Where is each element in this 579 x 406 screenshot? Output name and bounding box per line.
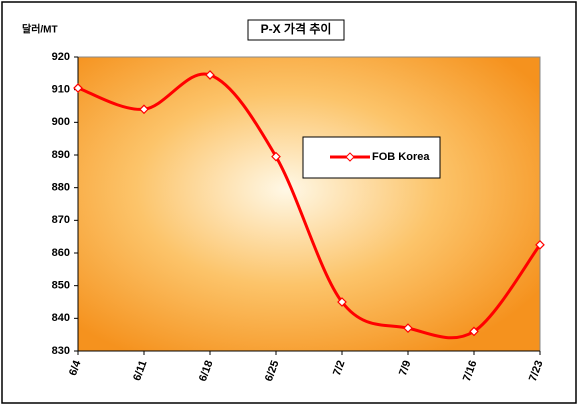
point-marker: [139, 104, 149, 115]
y-tick-label: 830: [52, 345, 70, 357]
point-marker: [73, 83, 83, 93]
point-marker: [469, 326, 479, 337]
point-marker: [205, 70, 215, 80]
legend: FOB Korea: [302, 136, 441, 179]
legend-marker: [345, 152, 355, 162]
y-tick-label: 840: [52, 312, 70, 324]
y-axis-label: 달러/MT: [22, 23, 58, 36]
chart-title: P-X 가격 추이: [261, 21, 332, 36]
legend-box: [302, 136, 441, 179]
point-marker: [271, 151, 281, 162]
y-tick-label: 870: [52, 214, 70, 226]
y-tick-label: 890: [52, 149, 70, 161]
y-tick-label: 920: [52, 51, 70, 63]
point-marker: [535, 239, 545, 250]
y-tick-label: 860: [52, 247, 70, 259]
point-marker: [337, 297, 347, 307]
title-box: [247, 19, 345, 41]
series-line: [77, 72, 542, 340]
y-tick-label: 850: [52, 280, 70, 292]
y-tick-label: 880: [52, 182, 70, 194]
y-tick-label: 900: [52, 116, 70, 128]
x-tick-label: 7/9: [397, 359, 414, 377]
x-tick-label: 6/4: [67, 358, 84, 377]
y-tick-label: 910: [52, 84, 70, 96]
x-tick-label: 7/2: [331, 359, 348, 377]
point-marker: [403, 323, 413, 333]
legend-label: FOB Korea: [372, 151, 430, 163]
plot-area: [77, 56, 541, 352]
